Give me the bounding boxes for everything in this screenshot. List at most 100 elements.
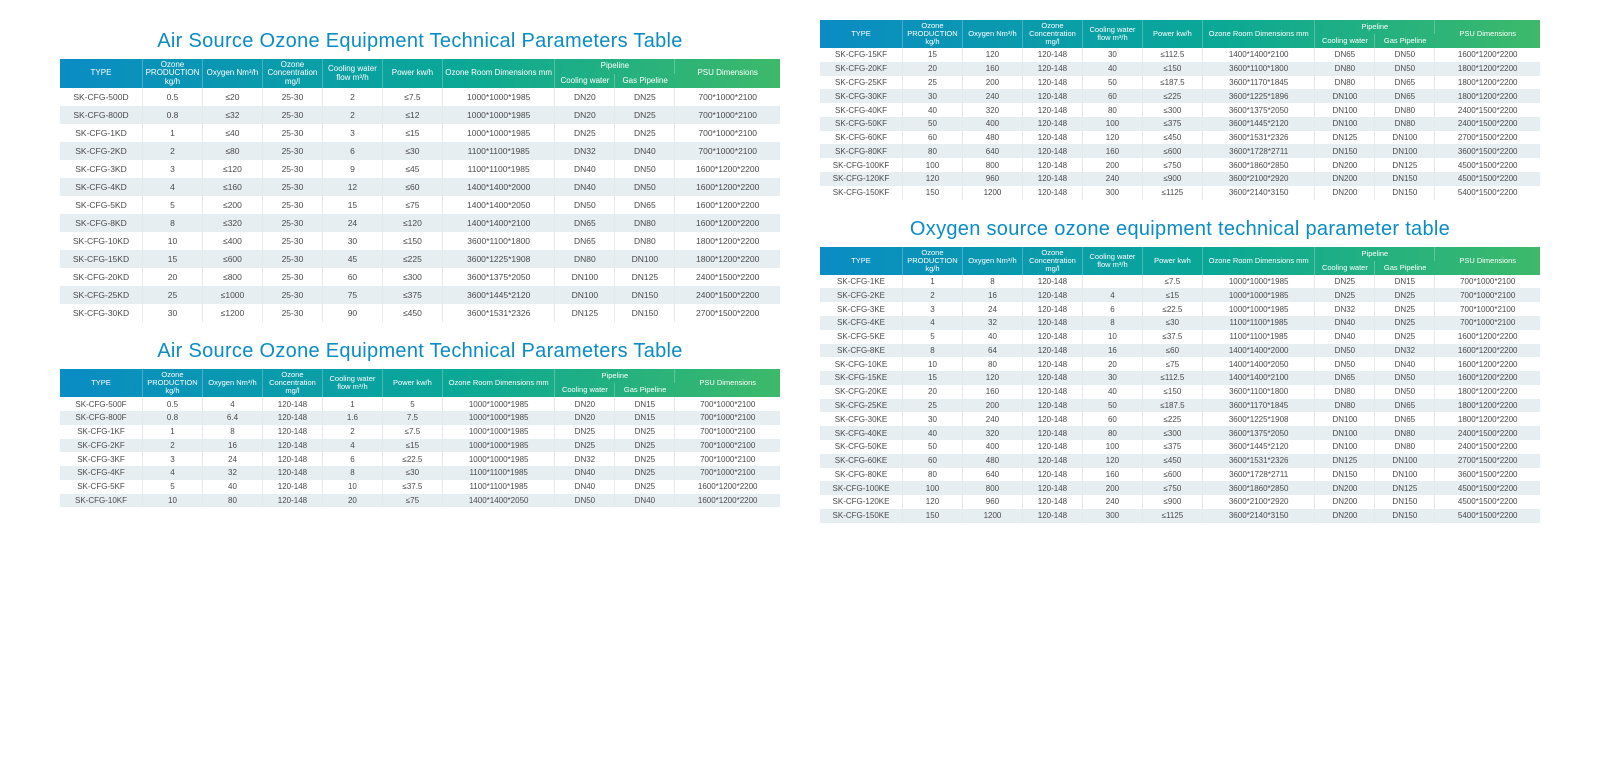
air-table-2-body: SK-CFG-500F0.54120-148151000*1000*1985DN… <box>60 397 780 507</box>
th-ozone-room: Ozone Room Dimensions mm <box>442 369 555 397</box>
table-cell: 5400*1500*2200 <box>1435 509 1540 523</box>
th-psu: PSU Dimensions <box>675 59 780 88</box>
table-cell: 5400*1500*2200 <box>1435 186 1540 200</box>
table-cell: DN100 <box>1315 440 1375 454</box>
table-cell: 1600*1200*2200 <box>1435 371 1540 385</box>
table-cell: 1600*1200*2200 <box>1435 344 1540 358</box>
table-cell: 120-148 <box>1022 62 1082 76</box>
table-cell: DN25 <box>1375 330 1435 344</box>
table-cell: 120-148 <box>1022 399 1082 413</box>
table-cell: SK-CFG-30KF <box>820 89 902 103</box>
table-cell: SK-CFG-60KF <box>820 131 902 145</box>
table-cell: 1600*1200*2200 <box>675 196 780 214</box>
table-cell: DN65 <box>1375 76 1435 90</box>
table-cell: 3600*1170*1845 <box>1202 76 1315 90</box>
table-cell: ≤800 <box>202 268 262 286</box>
table-cell: 960 <box>962 495 1022 509</box>
table-cell: 1400*1400*2100 <box>442 214 555 232</box>
table-cell: DN50 <box>1315 357 1375 371</box>
table-cell: DN50 <box>1315 344 1375 358</box>
th-gas-pipeline: Gas Pipeline <box>615 383 675 397</box>
air-table-2: TYPE Ozone PRODUCTION kg/h Oxygen Nm³/h … <box>60 369 780 507</box>
th-ozone-prod: Ozone PRODUCTION kg/h <box>142 369 202 397</box>
table-cell: DN32 <box>1315 302 1375 316</box>
table-cell: ≤300 <box>1142 103 1202 117</box>
th-concentration: Ozone Concentration mg/l <box>262 59 322 88</box>
table-cell: 1000*1000*1985 <box>1202 288 1315 302</box>
table-cell: 4 <box>142 178 202 196</box>
table-cell: 20 <box>142 268 202 286</box>
table-cell: DN100 <box>1315 89 1375 103</box>
table-cell: 16 <box>202 439 262 453</box>
table-cell: DN25 <box>555 425 615 439</box>
table-cell: 120 <box>902 495 962 509</box>
table-cell: 320 <box>962 426 1022 440</box>
table-cell: 1800*1200*2200 <box>1435 62 1540 76</box>
table-cell: SK-CFG-2KD <box>60 142 142 160</box>
table-cell: 80 <box>902 468 962 482</box>
table-cell: 120 <box>962 48 1022 62</box>
table-cell: SK-CFG-25KE <box>820 399 902 413</box>
table-cell: 300 <box>1082 186 1142 200</box>
table-row: SK-CFG-4KD4≤16025-3012≤601400*1400*2000D… <box>60 178 780 196</box>
table-cell: ≤22.5 <box>382 452 442 466</box>
table-cell: 1400*1400*2100 <box>1202 371 1315 385</box>
th-type: TYPE <box>820 20 902 48</box>
table-cell: 120-148 <box>1022 440 1082 454</box>
table-row: SK-CFG-500F0.54120-148151000*1000*1985DN… <box>60 397 780 411</box>
table-cell: 480 <box>962 131 1022 145</box>
table-cell: SK-CFG-60KE <box>820 454 902 468</box>
table-cell: 700*1000*2100 <box>1435 275 1540 289</box>
table-cell: DN100 <box>615 250 675 268</box>
table-cell: ≤7.5 <box>382 425 442 439</box>
table-cell: 3 <box>322 124 382 142</box>
table-cell: 1000*1000*1985 <box>442 439 555 453</box>
table-cell: 1400*1400*2050 <box>1202 357 1315 371</box>
table-row: SK-CFG-1KD1≤4025-303≤151000*1000*1985DN2… <box>60 124 780 142</box>
table-cell: 2 <box>142 439 202 453</box>
th-ozone-prod: Ozone PRODUCTION kg/h <box>902 247 962 275</box>
table-cell: 25 <box>902 76 962 90</box>
oxy-table: TYPE Ozone PRODUCTION kg/h Oxygen Nm³/h … <box>820 247 1540 523</box>
table-cell: DN50 <box>555 196 615 214</box>
table-cell: SK-CFG-120KE <box>820 495 902 509</box>
table-cell: 80 <box>1082 426 1142 440</box>
table-cell: 200 <box>962 76 1022 90</box>
th-type: TYPE <box>60 59 142 88</box>
table-cell: 25-30 <box>262 106 322 124</box>
table-cell: 50 <box>1082 76 1142 90</box>
table-cell: DN65 <box>555 232 615 250</box>
table-cell: 6 <box>322 142 382 160</box>
table-row: SK-CFG-100KF100800120-148200≤7503600*186… <box>820 158 1540 172</box>
table-cell: 40 <box>902 426 962 440</box>
table-cell: 75 <box>322 286 382 304</box>
table-cell: 80 <box>962 357 1022 371</box>
table-cell: 3600*1170*1845 <box>1202 399 1315 413</box>
table-cell: DN125 <box>615 268 675 286</box>
table-cell: 3600*1728*2711 <box>1202 468 1315 482</box>
table-cell: 1000*1000*1985 <box>442 88 555 106</box>
table-cell: 3600*1225*1908 <box>1202 412 1315 426</box>
table-cell: ≤600 <box>1142 144 1202 158</box>
table-cell: 16 <box>962 288 1022 302</box>
th-concentration: Ozone Concentration mg/l <box>1022 20 1082 48</box>
table-cell: 4 <box>902 316 962 330</box>
table-cell: 2400*1500*2200 <box>1435 103 1540 117</box>
table-cell: ≤40 <box>202 124 262 142</box>
table-cell: SK-CFG-500F <box>60 397 142 411</box>
table-cell: 1200 <box>962 186 1022 200</box>
table-cell: ≤187.5 <box>1142 76 1202 90</box>
table-cell: SK-CFG-5KF <box>60 480 142 494</box>
table-cell: 1600*1200*2200 <box>1435 330 1540 344</box>
table-cell: 120-148 <box>1022 481 1082 495</box>
table-cell: 80 <box>902 144 962 158</box>
table-cell: 40 <box>202 480 262 494</box>
table-row: SK-CFG-80KE80640120-148160≤6003600*1728*… <box>820 468 1540 482</box>
table-cell: 10 <box>142 494 202 508</box>
table-cell: DN200 <box>1315 509 1375 523</box>
table-cell: 120-148 <box>1022 330 1082 344</box>
table-row: SK-CFG-8KE864120-14816≤601400*1400*2000D… <box>820 344 1540 358</box>
table-cell: 1000*1000*1985 <box>1202 275 1315 289</box>
table-cell: ≤600 <box>202 250 262 268</box>
table-cell: DN125 <box>1375 481 1435 495</box>
